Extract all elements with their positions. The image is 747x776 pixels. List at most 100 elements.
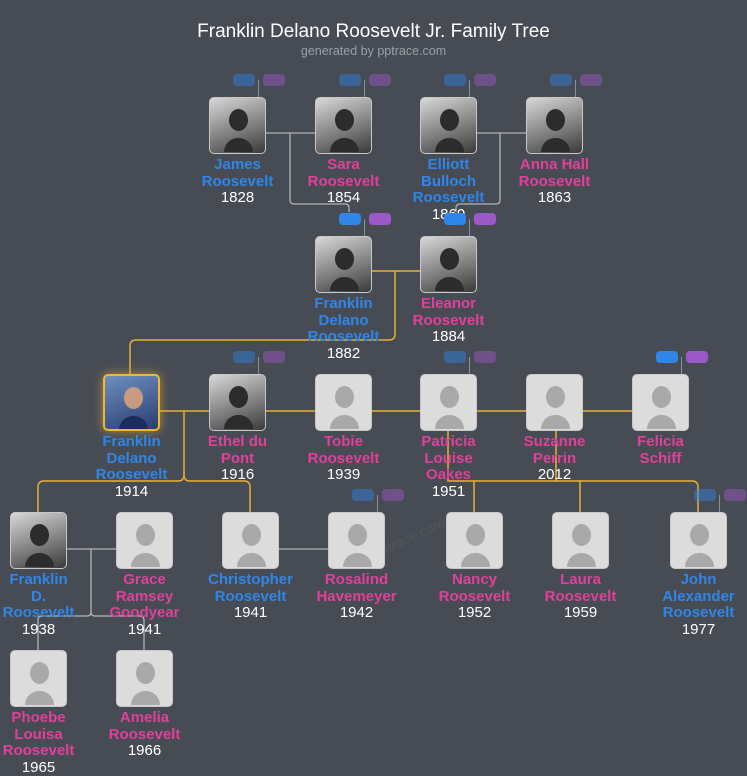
person-name-line[interactable]: Havemeyer [297,589,417,606]
expand-father-button[interactable] [339,213,361,225]
person-name-line[interactable]: Schiff [601,451,721,468]
expand-mother-button[interactable] [369,213,391,225]
person-card-anna[interactable] [526,97,583,154]
expand-mother-button[interactable] [474,74,496,86]
person-name-line[interactable]: Roosevelt [495,174,615,191]
person-card-amelia[interactable] [116,650,173,707]
person-silhouette-body [224,415,253,429]
person-name-line[interactable]: Roosevelt [521,589,641,606]
person-name-line[interactable]: Roosevelt [284,451,404,468]
person-name-line[interactable]: Roosevelt [389,313,509,330]
person-card-phoebe[interactable] [10,650,67,707]
expand-mother-button[interactable] [369,74,391,86]
expand-mother-button[interactable] [724,489,746,501]
person-name-line[interactable]: Delano [72,451,192,468]
person-card-laura[interactable] [552,512,609,569]
person-card-patricia[interactable] [420,374,477,431]
person-card-eleanor[interactable] [420,236,477,293]
person-name-line[interactable]: Roosevelt [191,589,311,606]
person-name-line[interactable]: Pont [178,451,298,468]
person-name-line[interactable]: Patricia [389,434,509,451]
person-name-line[interactable]: John [639,572,747,589]
person-card-tobie[interactable] [315,374,372,431]
person-name-line[interactable]: Delano [284,313,404,330]
person-name-line[interactable]: Roosevelt [415,589,535,606]
person-name-line[interactable]: Roosevelt [639,605,747,622]
expand-mother-button[interactable] [263,74,285,86]
portrait-photo [546,109,565,131]
person-name-line[interactable]: Alexander [639,589,747,606]
expand-father-button[interactable] [550,74,572,86]
person-card-felicia[interactable] [632,374,689,431]
person-card-john[interactable] [670,512,727,569]
person-card-fdr3[interactable] [10,512,67,569]
expand-mother-button[interactable] [474,213,496,225]
person-name-line[interactable]: Rosalind [297,572,417,589]
person-card-ethel[interactable] [209,374,266,431]
toggle-connector [469,219,470,236]
person-name-line[interactable]: Franklin [284,296,404,313]
person-birth-year: 1977 [639,622,747,639]
person-name-line[interactable]: Perrin [495,451,615,468]
person-name-line[interactable]: Nancy [415,572,535,589]
person-name-line[interactable]: Grace [85,572,205,589]
person-placeholder-icon [440,386,459,408]
person-name-line[interactable]: Tobie [284,434,404,451]
person-name-line[interactable]: Ethel du [178,434,298,451]
person-name-line[interactable]: Oakes [389,467,509,484]
expand-mother-button[interactable] [686,351,708,363]
expand-mother-button[interactable] [382,489,404,501]
expand-father-button[interactable] [339,74,361,86]
expand-father-button[interactable] [233,351,255,363]
person-card-nancy[interactable] [446,512,503,569]
person-card-suzanne[interactable] [526,374,583,431]
person-name-line[interactable]: Roosevelt [389,190,509,207]
person-name-line[interactable]: Amelia [85,710,205,727]
toggle-connector [469,357,470,374]
person-name-line[interactable]: Roosevelt [284,174,404,191]
expand-father-button[interactable] [444,74,466,86]
toggle-connector [681,357,682,374]
person-name-line[interactable]: Roosevelt [72,467,192,484]
expand-mother-button[interactable] [580,74,602,86]
expand-father-button[interactable] [656,351,678,363]
person-card-james[interactable] [209,97,266,154]
expand-father-button[interactable] [444,213,466,225]
person-silhouette-body [131,553,160,567]
person-name-line[interactable]: Franklin [72,434,192,451]
expand-mother-button[interactable] [474,351,496,363]
person-card-christopher[interactable] [222,512,279,569]
person-card-fdrjr[interactable] [103,374,160,431]
expand-father-button[interactable] [233,74,255,86]
expand-mother-button[interactable] [263,351,285,363]
expand-father-button[interactable] [444,351,466,363]
person-name-line[interactable]: Goodyear [85,605,205,622]
person-name-line[interactable]: Laura [521,572,641,589]
person-name-line[interactable]: Roosevelt [178,174,298,191]
person-name-line[interactable]: Elliott [389,157,509,174]
person-name-line[interactable]: Bulloch [389,174,509,191]
person-card-grace[interactable] [116,512,173,569]
person-name-line[interactable]: Roosevelt [284,329,404,346]
person-card-sara[interactable] [315,97,372,154]
person-name-line[interactable]: Felicia [601,434,721,451]
person-name-line[interactable]: Roosevelt [85,727,205,744]
person-name-line[interactable]: Eleanor [389,296,509,313]
expand-father-button[interactable] [694,489,716,501]
person-name-line[interactable]: Anna Hall [495,157,615,174]
person-card-rosalind[interactable] [328,512,385,569]
person-name-line[interactable]: Ramsey [85,589,205,606]
person-name-line[interactable]: Sara [284,157,404,174]
person-card-elliott[interactable] [420,97,477,154]
person-name-line[interactable]: Suzanne [495,434,615,451]
person-name-line[interactable]: Louise [389,451,509,468]
person-name-line[interactable]: Christopher [191,572,311,589]
person-name-line[interactable]: James [178,157,298,174]
person-card-fdr[interactable] [315,236,372,293]
expand-father-button[interactable] [352,489,374,501]
